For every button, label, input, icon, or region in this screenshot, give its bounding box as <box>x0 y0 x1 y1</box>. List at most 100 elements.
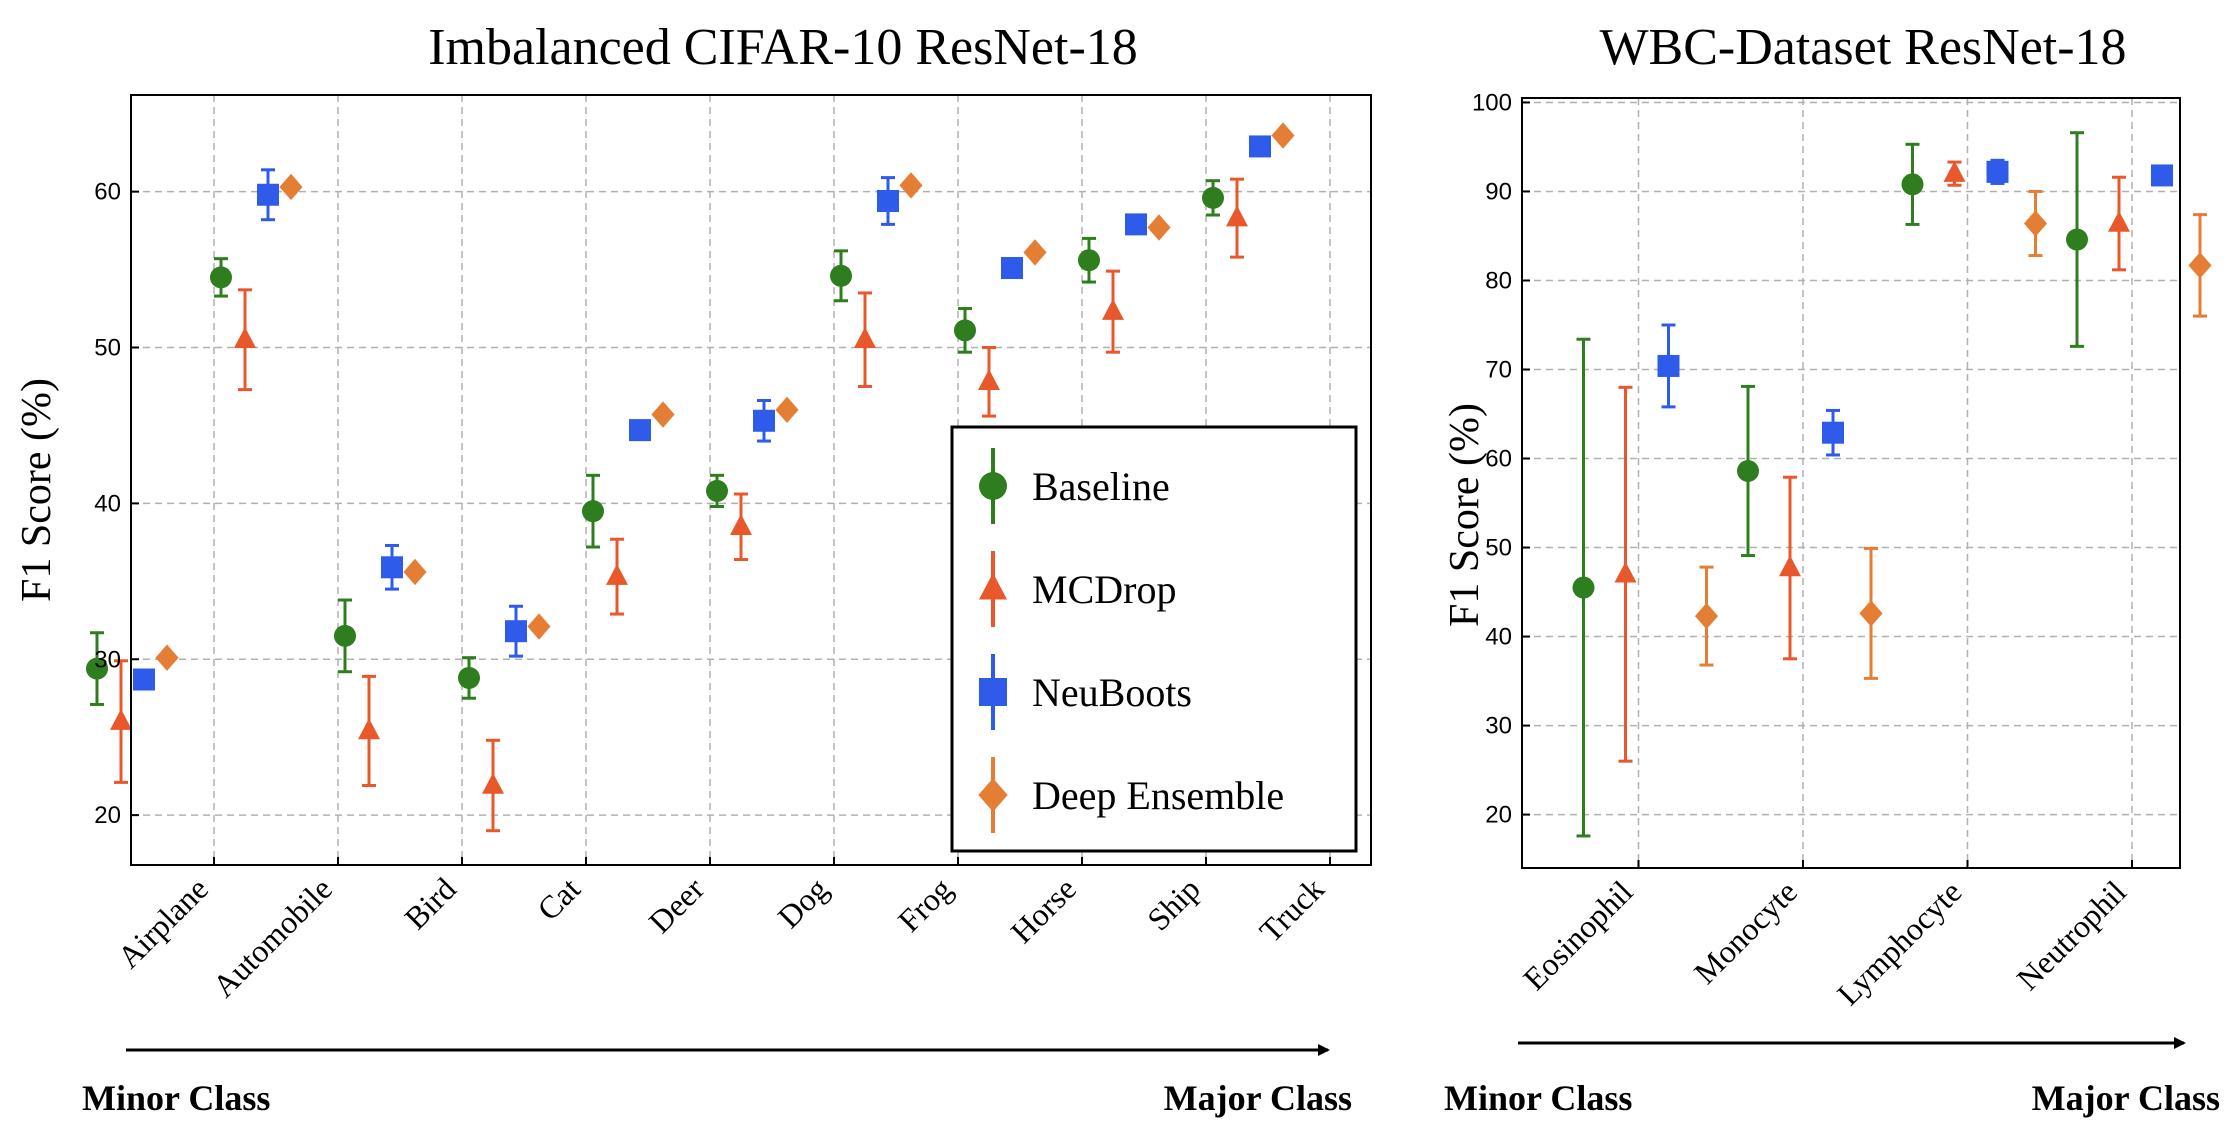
x-tick-label-dog: Dog <box>771 870 835 934</box>
baseline-marker <box>210 266 232 289</box>
mcdrop-marker <box>1102 299 1124 320</box>
y-tick-label: 60 <box>1485 446 1512 473</box>
legend-item-mcdrop: MCDrop <box>979 551 1176 627</box>
y-tick-label: 20 <box>1485 802 1512 829</box>
neuboots-marker <box>1001 257 1023 280</box>
point-deep-ensemble-cat <box>527 613 551 640</box>
point-deep-ensemble-eosinophil <box>1694 565 1719 667</box>
point-neuboots-monocyte <box>1822 408 1844 457</box>
x-tick-label-airplane: Airplane <box>110 870 215 975</box>
gridlines <box>1522 98 2180 868</box>
point-baseline-frog <box>830 249 852 303</box>
y-tick-label: 60 <box>94 179 121 206</box>
point-neuboots-truck <box>1249 135 1271 158</box>
mcdrop-marker <box>1943 161 1966 182</box>
x-tick-label-neutrophil: Neutrophil <box>2009 873 2133 997</box>
neuboots-marker <box>1657 354 1680 377</box>
point-neuboots-horse <box>1001 257 1023 280</box>
point-baseline-dog <box>706 473 728 508</box>
y-tick-label: 50 <box>1485 535 1512 562</box>
point-mcdrop-truck <box>1226 177 1248 259</box>
mcdrop-marker <box>606 563 628 585</box>
x-ticks: Eosinophil Monocyte Lymphocyte Neutrophil <box>1516 860 2133 1012</box>
legend: Baseline MCDrop NeuBoots Deep Ensemble <box>950 425 1358 853</box>
point-neuboots-cat <box>505 604 527 658</box>
legend-label: Baseline <box>1032 464 1170 509</box>
y-ticks: 20 30 40 50 60 <box>94 179 139 829</box>
point-mcdrop-ship <box>1102 269 1124 354</box>
minor-class-label: Minor Class <box>1444 1078 1632 1118</box>
x-tick-label-eosinophil: Eosinophil <box>1516 873 1640 997</box>
deep-ensemble-marker <box>1147 214 1171 241</box>
point-mcdrop-neutrophil <box>2108 175 2130 272</box>
neuboots-marker <box>505 620 527 643</box>
x-tick-label-lymphocyte: Lymphocyte <box>1830 873 1969 1012</box>
point-neuboots-deer <box>629 419 651 442</box>
x-tick-label-cat: Cat <box>530 870 587 927</box>
point-baseline-neutrophil <box>2066 131 2088 348</box>
baseline-marker <box>830 264 852 287</box>
baseline-marker <box>1572 576 1595 599</box>
y-tick-label: 90 <box>1485 178 1512 205</box>
deep-ensemble-marker <box>1694 602 1719 630</box>
legend-item-deep-ensemble: Deep Ensemble <box>978 757 1284 833</box>
deep-ensemble-marker <box>279 173 303 201</box>
legend-label: NeuBoots <box>1032 670 1192 715</box>
baseline-marker <box>334 624 356 647</box>
baseline-marker <box>458 666 480 689</box>
minor-class-label: Minor Class <box>82 1078 270 1118</box>
neuboots-marker <box>877 189 899 212</box>
neuboots-marker <box>629 419 651 442</box>
mcdrop-marker <box>1779 555 1801 577</box>
baseline-marker <box>706 479 728 502</box>
neuboots-marker <box>2151 164 2173 187</box>
major-class-label: Major Class <box>1164 1078 1352 1118</box>
mcdrop-marker <box>854 327 876 348</box>
deep-ensemble-marker <box>899 172 923 199</box>
point-baseline-airplane <box>86 631 108 706</box>
point-neuboots-automobile <box>257 168 279 222</box>
deep-ensemble-marker <box>527 613 551 640</box>
baseline-marker <box>86 657 108 680</box>
point-deep-ensemble-monocyte <box>1859 546 1883 680</box>
mcdrop-marker <box>482 772 504 794</box>
deep-ensemble-marker <box>1271 122 1295 149</box>
neuboots-marker <box>381 556 403 579</box>
y-tick-label: 40 <box>94 490 121 517</box>
point-neuboots-lymphocyte <box>1986 158 2009 185</box>
plot-frame <box>1521 97 2181 869</box>
point-deep-ensemble-airplane <box>155 644 179 671</box>
point-mcdrop-frog <box>854 291 876 388</box>
deep-ensemble-marker <box>403 558 427 586</box>
plot-frame <box>130 94 1372 866</box>
mcdrop-marker <box>358 718 380 740</box>
point-deep-ensemble-frog <box>899 172 923 199</box>
y-tick-label: 40 <box>1485 624 1512 651</box>
legend-item-neuboots: NeuBoots <box>979 654 1192 730</box>
x-tick-label-ship: Ship <box>1140 870 1207 937</box>
neuboots-marker <box>133 668 155 691</box>
point-baseline-cat <box>458 656 480 700</box>
x-tick-label-bird: Bird <box>397 870 463 936</box>
point-deep-ensemble-ship <box>1147 214 1171 241</box>
neuboots-marker <box>753 409 775 432</box>
point-neuboots-bird <box>381 543 403 591</box>
baseline-legend-marker <box>979 472 1007 500</box>
baseline-marker <box>1202 186 1224 209</box>
point-deep-ensemble-truck <box>1271 122 1295 149</box>
baseline-marker <box>1737 459 1759 482</box>
baseline-marker <box>954 319 976 342</box>
point-mcdrop-horse <box>978 346 1000 418</box>
y-tick-label: 100 <box>1472 89 1512 116</box>
deep-ensemble-marker <box>155 644 179 671</box>
mcdrop-marker <box>234 327 256 348</box>
point-neuboots-dog <box>753 399 775 443</box>
neuboots-marker <box>1249 135 1271 158</box>
point-baseline-ship <box>1078 236 1100 284</box>
point-baseline-lymphocyte <box>1901 142 1924 226</box>
data-points <box>86 122 1295 833</box>
chart-title: Imbalanced CIFAR-10 ResNet-18 <box>428 19 1138 76</box>
legend-label: MCDrop <box>1032 567 1176 612</box>
neuboots-marker <box>257 183 279 206</box>
